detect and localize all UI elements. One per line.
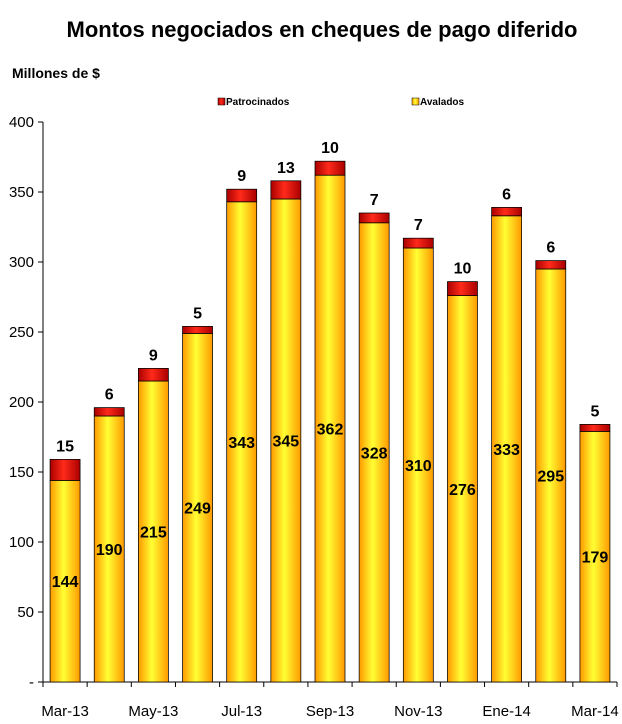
data-label-patrocinados: 6 xyxy=(105,387,114,404)
y-tick-label: 400 xyxy=(9,114,34,131)
bar-patrocinados xyxy=(49,459,81,481)
data-label-patrocinados: 9 xyxy=(237,168,246,185)
legend-swatch-avalados xyxy=(411,97,420,106)
chart-title: Montos negociados en cheques de pago dif… xyxy=(67,17,578,42)
bar-patrocinados xyxy=(402,237,434,249)
bar-patrocinados xyxy=(138,368,169,382)
legend-label-avalados: Avalados xyxy=(420,97,465,108)
data-label-patrocinados: 7 xyxy=(370,192,379,209)
data-label-patrocinados: 10 xyxy=(454,261,472,278)
bar-patrocinados xyxy=(270,180,302,200)
bar-avalados xyxy=(270,198,302,683)
bar-avalados xyxy=(358,222,390,683)
bar-avalados xyxy=(226,201,258,683)
y-tick-label: 150 xyxy=(9,464,34,481)
data-label-avalados: 190 xyxy=(96,542,123,559)
y-tick-label: 250 xyxy=(9,324,34,341)
data-label-patrocinados: 6 xyxy=(546,240,555,257)
bar-avalados xyxy=(314,174,346,683)
data-label-avalados: 362 xyxy=(317,422,344,439)
data-label-patrocinados: 10 xyxy=(321,140,339,157)
y-tick-label: 200 xyxy=(9,394,34,411)
data-label-avalados: 249 xyxy=(184,501,211,518)
bar-avalados xyxy=(93,415,125,683)
data-label-patrocinados: 5 xyxy=(590,403,599,420)
data-labels: 144 15 190 6 215 9 249 5 343 9 345 13 362 10 328 7 310 7 2… xyxy=(52,140,609,591)
legend: Patrocinados Avalados xyxy=(217,97,465,108)
bar-patrocinados xyxy=(358,212,390,224)
legend-label-patrocinados: Patrocinados xyxy=(226,97,290,108)
data-label-patrocinados: 7 xyxy=(414,217,423,234)
data-label-avalados: 343 xyxy=(228,435,255,452)
data-label-avalados: 295 xyxy=(537,469,564,486)
x-tick-label: Ene-14 xyxy=(482,703,530,720)
data-label-avalados: 333 xyxy=(493,442,520,459)
legend-swatch-patrocinados xyxy=(217,97,226,106)
data-label-patrocinados: 9 xyxy=(149,347,158,364)
y-tick-label: 300 xyxy=(9,254,34,271)
data-label-avalados: 179 xyxy=(582,550,609,567)
x-tick-label: Mar-13 xyxy=(41,703,89,720)
bar-patrocinados xyxy=(226,188,258,203)
bar-avalados xyxy=(138,380,169,683)
bar-patrocinados xyxy=(535,260,567,270)
data-label-avalados: 276 xyxy=(449,482,476,499)
bar-patrocinados xyxy=(447,281,478,296)
data-label-patrocinados: 13 xyxy=(277,160,295,177)
data-label-patrocinados: 15 xyxy=(56,438,74,455)
y-tick-label: 350 xyxy=(9,184,34,201)
x-tick-label: Mar-14 xyxy=(571,703,619,720)
y-tick-label: 50 xyxy=(17,604,34,621)
bar-avalados xyxy=(579,431,611,683)
bar-avalados xyxy=(491,215,522,683)
bars xyxy=(49,160,611,683)
bar-patrocinados xyxy=(314,160,346,176)
bar-patrocinados xyxy=(93,407,125,417)
y-tick-label: 100 xyxy=(9,534,34,551)
data-label-avalados: 144 xyxy=(52,574,79,591)
bar-avalados xyxy=(447,295,478,683)
bar-avalados xyxy=(49,480,81,683)
bar-patrocinados xyxy=(182,326,213,334)
bar-avalados xyxy=(535,268,567,683)
data-label-patrocinados: 6 xyxy=(502,186,511,203)
bar-patrocinados xyxy=(579,424,611,432)
data-label-patrocinados: 5 xyxy=(193,305,202,322)
x-tick-label: Nov-13 xyxy=(394,703,442,720)
axes: - 50 100 150 200 250 300 350 400 Mar-13 May-13 Jul-… xyxy=(9,114,619,720)
bar-avalados xyxy=(182,333,213,683)
x-tick-label: Sep-13 xyxy=(306,703,354,720)
x-tick-label: May-13 xyxy=(128,703,178,720)
bar-patrocinados xyxy=(491,207,522,217)
data-label-avalados: 328 xyxy=(361,445,388,462)
y-tick-label: - xyxy=(29,674,34,691)
data-label-avalados: 310 xyxy=(405,458,432,475)
data-label-avalados: 345 xyxy=(272,434,299,451)
y-axis-unit-label: Millones de $ xyxy=(12,65,100,81)
data-label-avalados: 215 xyxy=(140,525,167,542)
x-tick-label: Jul-13 xyxy=(221,703,262,720)
